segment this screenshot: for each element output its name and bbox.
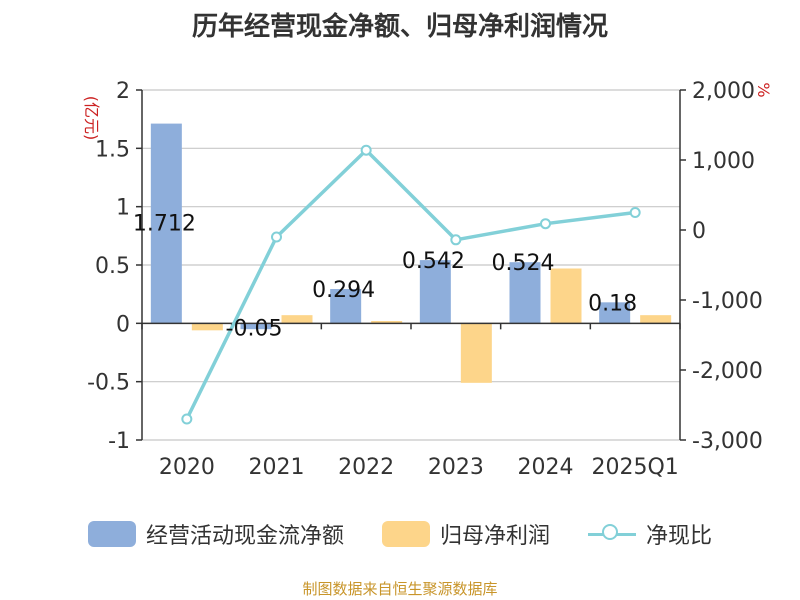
axes: -1 -0.5 0 0.5 1 1.5 2 (亿元) -3,000 -2,000 -1,000 0 1,…	[82, 79, 773, 480]
left-tick-label: -0.5	[87, 371, 130, 396]
left-tick-label: 0.5	[95, 254, 130, 279]
point-cash-ratio	[360, 144, 372, 156]
left-tick-label: -1	[108, 429, 130, 454]
legend-swatch-net-profit	[381, 521, 430, 547]
bar-net-profit	[281, 315, 313, 324]
right-tick-label: -2,000	[692, 359, 763, 384]
chart-area: -1 -0.5 0 0.5 1 1.5 2 (亿元) -3,000 -2,000 -1,000 0 1,…	[82, 79, 773, 480]
bar-data-label: 0.524	[492, 251, 555, 276]
left-tick-label: 0	[116, 312, 130, 337]
legend: 经营活动现金流净额 归母净利润 净现比	[0, 518, 800, 550]
point-cash-ratio	[540, 218, 551, 230]
source-note: 制图数据来自恒生聚源数据库	[302, 580, 498, 598]
bar-data-label: 0.542	[402, 249, 465, 274]
bar-cashflow	[240, 323, 272, 330]
bar-series	[150, 123, 672, 383]
legend-label-cash-ratio: 净现比	[646, 524, 713, 549]
line-series	[181, 144, 641, 425]
bar-data-label: 0.294	[312, 278, 375, 303]
bar-net-profit	[371, 321, 403, 324]
right-tick-label: 2,000	[692, 79, 755, 104]
x-tick-label: 2025Q1	[592, 455, 679, 480]
bar-net-profit	[550, 268, 582, 324]
legend-item-cashflow[interactable]: 经营活动现金流净额	[87, 518, 344, 550]
right-tick-label: 1,000	[692, 149, 755, 174]
bar-net-profit	[640, 315, 672, 324]
right-tick-label: -3,000	[692, 429, 763, 454]
bar-cashflow	[599, 302, 631, 324]
x-tick-label: 2024	[518, 455, 574, 480]
legend-item-cash-ratio[interactable]: 净现比	[588, 518, 712, 550]
bar-net-profit	[191, 323, 223, 331]
left-tick-label: 1.5	[95, 137, 130, 162]
bar-cashflow	[330, 289, 362, 324]
bar-data-label: 0.18	[588, 291, 637, 316]
x-tick-label: 2021	[249, 455, 305, 480]
bar-cashflow	[150, 123, 182, 324]
chart-title: 历年经营现金净额、归母净利润情况	[191, 12, 608, 42]
legend-swatch-cashflow	[87, 521, 136, 547]
left-tick-label: 2	[116, 79, 130, 104]
bar-cashflow	[509, 262, 541, 324]
legend-item-net-profit[interactable]: 归母净利润	[381, 518, 550, 550]
bar-cashflow	[419, 260, 451, 324]
left-axis-label: (亿元)	[82, 96, 101, 141]
bar-data-label: 1.712	[133, 212, 196, 237]
bar-net-profit	[460, 323, 492, 383]
data-labels: 1.712 -0.05 0.294 0.542 0.524 0.18	[133, 212, 637, 342]
x-tick-label: 2020	[159, 455, 215, 480]
legend-swatch-cash-ratio	[588, 521, 636, 547]
legend-label-cashflow: 经营活动现金流净额	[145, 524, 344, 549]
point-cash-ratio	[271, 231, 282, 243]
right-tick-label: 0	[692, 219, 706, 244]
x-tick-label: 2023	[428, 455, 484, 480]
point-cash-ratio	[629, 207, 641, 218]
bar-data-label: -0.05	[226, 316, 283, 341]
right-tick-label: -1,000	[692, 289, 763, 314]
right-axis-label: %	[754, 82, 773, 97]
point-cash-ratio	[181, 413, 193, 425]
line-cash-ratio	[185, 148, 636, 420]
point-cash-ratio	[450, 234, 462, 246]
legend-label-net-profit: 归母净利润	[439, 524, 550, 549]
x-tick-label: 2022	[338, 455, 394, 480]
left-tick-label: 1	[116, 196, 130, 221]
